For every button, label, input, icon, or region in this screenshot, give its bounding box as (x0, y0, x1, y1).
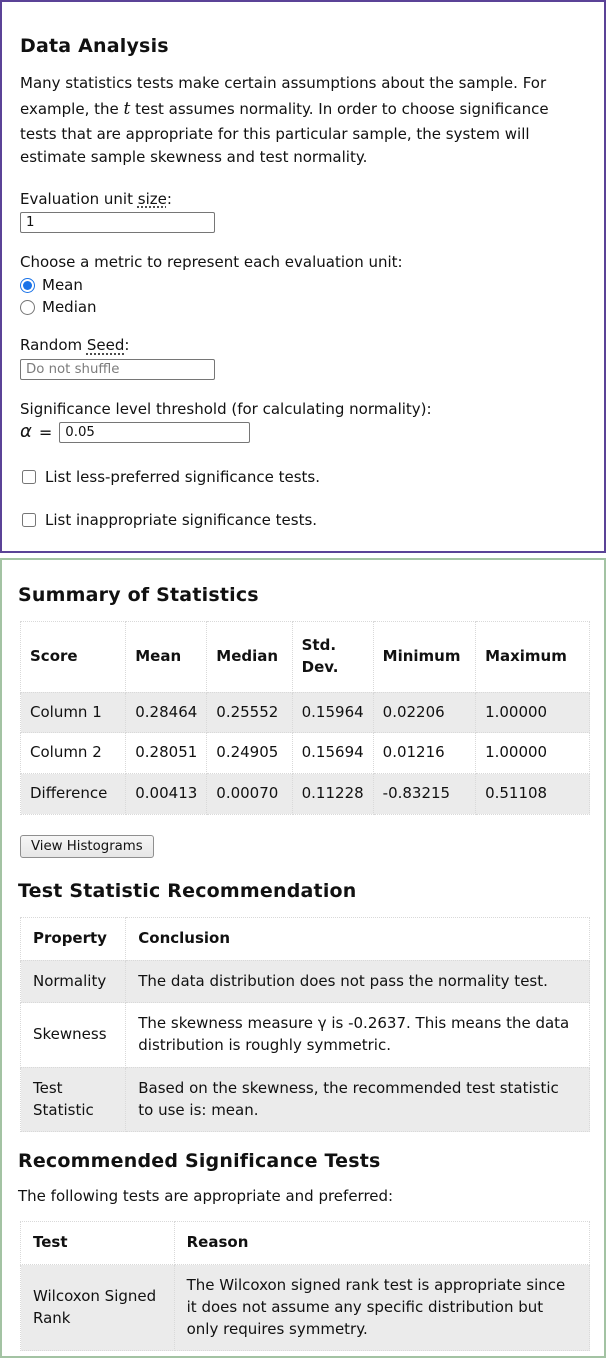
metric-group: Choose a metric to represent each evalua… (20, 252, 586, 316)
label-text: Evaluation unit (20, 189, 138, 208)
intro-paragraph: Many statistics tests make certain assum… (20, 72, 586, 170)
column-header: Score (19, 621, 127, 693)
random-seed-group: Random Seed: (20, 335, 586, 380)
median-radio-label[interactable]: Median (42, 298, 97, 317)
table-row: Wilcoxon Signed Rank The Wilcoxon signed … (20, 1263, 591, 1352)
evaluation-unit-size-group: Evaluation unit size: (20, 189, 586, 234)
table-cell: Difference (19, 773, 127, 815)
math-t-symbol: t (123, 98, 131, 119)
table-cell: Based on the skewness, the recommended t… (125, 1066, 590, 1133)
median-radio[interactable] (20, 299, 35, 315)
random-seed-input[interactable] (20, 358, 215, 380)
column-header: Maximum (475, 621, 590, 693)
evaluation-unit-size-input[interactable] (20, 212, 215, 234)
table-cell: -0.83215 (372, 773, 477, 815)
table-cell: Wilcoxon Signed Rank (20, 1263, 175, 1352)
table-row: Difference 0.00413 0.00070 0.11228 -0.83215 0… (19, 773, 590, 815)
summary-statistics-table: Score Mean Median Std. Dev. Minimum Maximum C… (19, 621, 590, 815)
less-preferred-checkbox-label[interactable]: List less-preferred significance tests. (45, 467, 320, 486)
label-colon: : (166, 189, 172, 208)
alpha-row: α = (20, 421, 586, 443)
table-cell: 0.02206 (372, 691, 477, 734)
seed-abbr: Seed (86, 336, 125, 355)
table-cell: The Wilcoxon signed rank test is appropr… (173, 1263, 591, 1352)
column-header: Std. Dev. (291, 621, 374, 693)
summary-header-row: Score Mean Median Std. Dev. Minimum Maximum (19, 621, 590, 693)
table-cell: Skewness (19, 1002, 127, 1068)
size-abbr: size (137, 189, 167, 208)
column-header: Property (19, 916, 127, 961)
intro-text-1: Many statistics tests make certain assum… (20, 74, 547, 118)
table-cell: 0.11228 (291, 773, 374, 815)
table-cell: 0.24905 (206, 732, 293, 774)
significance-header-row: Test Reason (20, 1221, 591, 1265)
data-analysis-panel: Data Analysis Many statistics tests make… (0, 0, 606, 553)
table-cell: The data distribution does not pass the … (125, 959, 590, 1004)
table-cell: 0.25552 (206, 691, 293, 734)
table-cell: 1.00000 (475, 732, 590, 774)
inappropriate-checkbox-row[interactable]: List inappropriate significance tests. (20, 511, 586, 529)
significance-intro: The following tests are appropriate and … (18, 1187, 394, 1206)
table-row: Test Statistic Based on the skewness, the… (19, 1066, 590, 1133)
inappropriate-checkbox[interactable] (22, 512, 36, 527)
evaluation-unit-size-label: Evaluation unit size: (20, 189, 586, 209)
table-row: Skewness The skewness measure γ is -0.263… (19, 1002, 590, 1068)
metric-option-mean[interactable]: Mean (20, 276, 586, 294)
intro-text-2: test assumes normality. In order to choo… (20, 99, 549, 167)
column-header: Median (206, 621, 293, 693)
column-header: Test (20, 1221, 175, 1265)
inappropriate-checkbox-label[interactable]: List inappropriate significance tests. (45, 510, 318, 529)
label-text: Random (20, 336, 87, 355)
table-cell: 0.00070 (206, 773, 293, 815)
table-cell: Column 2 (19, 732, 127, 774)
alpha-label: Significance level threshold (for calcul… (20, 399, 432, 418)
table-cell: 0.15694 (291, 732, 374, 774)
less-preferred-checkbox-row[interactable]: List less-preferred significance tests. (20, 468, 586, 486)
table-cell: Normality (19, 959, 127, 1004)
column-header: Reason (173, 1221, 591, 1265)
column-header: Mean (125, 621, 208, 693)
table-row: Normality The data distribution does not … (19, 959, 590, 1004)
table-cell: Test Statistic (19, 1066, 127, 1133)
alpha-input[interactable] (59, 421, 251, 443)
view-histograms-button[interactable]: View Histograms (20, 834, 154, 858)
test-statistic-recommendation-table: Property Conclusion Normality The data dis… (19, 916, 590, 1133)
table-cell: 0.00413 (125, 773, 208, 815)
table-cell: 0.01216 (372, 732, 477, 774)
table-cell: Column 1 (19, 691, 127, 734)
random-seed-label: Random Seed: (20, 335, 586, 355)
metric-label: Choose a metric to represent each evalua… (20, 253, 403, 272)
label-colon: : (124, 336, 130, 355)
table-cell: 0.51108 (475, 773, 590, 815)
mean-radio-label[interactable]: Mean (42, 276, 83, 295)
recommendation-header-row: Property Conclusion (19, 916, 590, 961)
recommended-significance-tests-title: Recommended Significance Tests (18, 1150, 381, 1173)
column-header: Conclusion (125, 916, 590, 961)
test-statistic-recommendation-title: Test Statistic Recommendation (18, 879, 357, 902)
significance-tests-table: Test Reason Wilcoxon Signed Rank The Wilco… (20, 1221, 591, 1352)
data-analysis-title: Data Analysis (20, 35, 169, 57)
less-preferred-checkbox[interactable] (22, 469, 36, 484)
table-cell: The skewness measure γ is -0.2637. This … (125, 1002, 590, 1068)
summary-statistics-title: Summary of Statistics (18, 584, 259, 606)
table-cell: 0.28464 (125, 691, 208, 734)
table-cell: 1.00000 (475, 691, 590, 734)
table-row: Column 1 0.28464 0.25552 0.15964 0.02206 1.00… (19, 691, 590, 734)
equals-sign: = (38, 422, 53, 442)
table-cell: 0.28051 (125, 732, 208, 774)
metric-option-median[interactable]: Median (20, 298, 586, 316)
results-panel: Summary of Statistics Score Mean Median Std… (0, 558, 606, 1358)
table-row: Column 2 0.28051 0.24905 0.15694 0.01216 1.00… (19, 732, 590, 774)
mean-radio[interactable] (20, 277, 35, 293)
table-cell: 0.15964 (291, 691, 374, 734)
column-header: Minimum (372, 621, 477, 693)
alpha-group: Significance level threshold (for calcul… (20, 399, 586, 443)
alpha-symbol: α (20, 421, 32, 443)
